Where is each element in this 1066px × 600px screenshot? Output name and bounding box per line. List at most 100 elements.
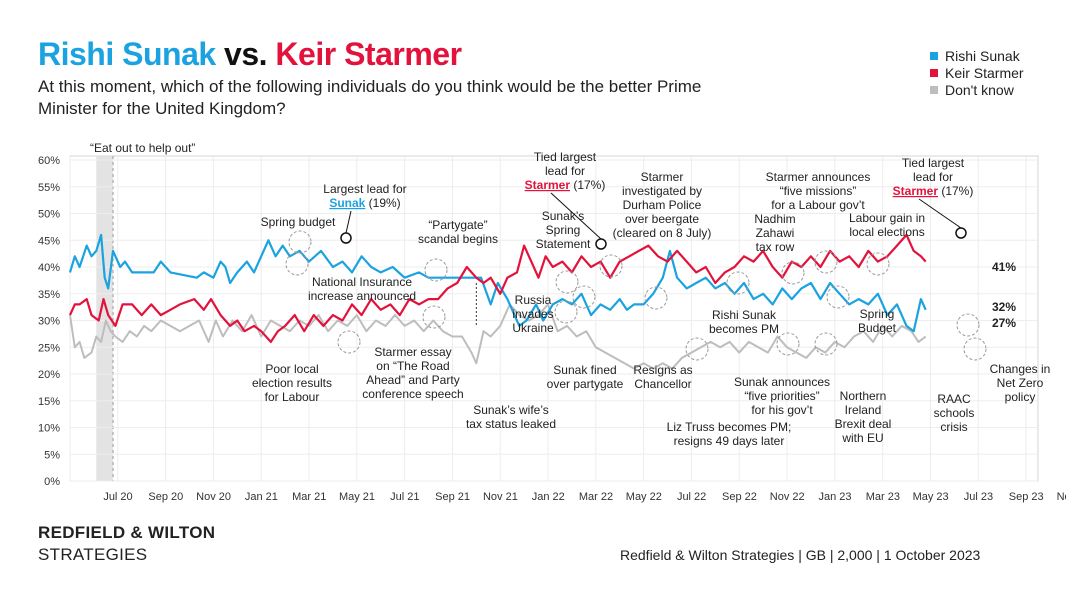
series-end-label: 41% (992, 260, 1016, 274)
annotation-leader (345, 210, 352, 234)
annotation-text: Ireland (845, 403, 882, 417)
annotation-emphasis-name: Starmer (893, 184, 939, 198)
y-tick-label: 35% (38, 289, 60, 301)
annotation-text: Rishi Sunak (712, 308, 777, 322)
annotation-text: “five missions” (780, 184, 857, 198)
annotation-marker (599, 254, 623, 278)
annotation-text: Spring (860, 307, 895, 321)
annotation-marker (814, 250, 838, 274)
title-vs: vs. (224, 36, 268, 72)
series-end-label: 32% (992, 300, 1016, 314)
annotation-marker (814, 332, 838, 356)
annotation-text: RAAC (937, 392, 971, 406)
annotation-text: Northern (840, 389, 887, 403)
y-tick-label: 30% (38, 316, 60, 328)
x-tick-label: Nov 23 (1057, 491, 1066, 503)
annotation-text: Spring budget (261, 215, 336, 229)
annotation-text: Starmer announces (766, 170, 871, 184)
source-note: Redfield & Wilton Strategies | GB | 2,00… (620, 547, 981, 563)
annotation-marker (337, 330, 361, 354)
annotation-text: becomes PM (709, 322, 779, 336)
x-tick-label: Nov 20 (196, 491, 231, 503)
annotation-text: Ukraine (512, 321, 554, 335)
annotation-text: Budget (858, 321, 897, 335)
annotation-emphasis-suffix: (17%) (570, 178, 605, 192)
shaded-period-label: “Eat out to help out” (90, 141, 195, 155)
x-tick-label: Sep 22 (722, 491, 757, 503)
annotation-text: for Labour (265, 390, 320, 404)
annotation-marker (644, 286, 668, 310)
x-tick-label: Sep 20 (148, 491, 183, 503)
y-tick-label: 0% (44, 476, 60, 488)
annotation-marker (285, 252, 309, 276)
annotation-text: Tied largest (534, 150, 597, 164)
legend-swatch-dontknow (930, 85, 938, 94)
x-tick-label: Jul 20 (103, 491, 132, 503)
annotation-text: tax status leaked (466, 417, 556, 431)
annotation-text: policy (1005, 390, 1036, 404)
annotation-text: (cleared on 8 July) (613, 226, 712, 240)
annotation-text: lead for (545, 164, 585, 178)
x-tick-label: Jan 22 (532, 491, 565, 503)
annotation-marker (554, 300, 578, 324)
annotation-text: tax row (756, 240, 795, 254)
y-tick-label: 5% (44, 449, 60, 461)
legend-label-dontknow: Don't know (945, 81, 1014, 98)
series-line-sunak (68, 233, 927, 333)
y-tick-label: 25% (38, 342, 60, 354)
annotation-text: lead for (913, 170, 953, 184)
legend-item-sunak: Rishi Sunak (930, 47, 1024, 64)
legend-label-starmer: Keir Starmer (945, 64, 1024, 81)
brand-line-1: REDFIELD & WILTON (38, 523, 216, 542)
annotation-marker (781, 261, 805, 285)
annotation-text: “Partygate” (428, 218, 487, 232)
annotation-text: crisis (940, 420, 967, 434)
series-line-dontknow (69, 303, 927, 370)
y-tick-label: 20% (38, 369, 60, 381)
annotation-text: investigated by (622, 184, 702, 198)
annotation-text: Nadhim (754, 212, 795, 226)
annotation-text: “five priorities” (744, 389, 819, 403)
annotation-text: scandal begins (418, 232, 498, 246)
annotation-text: on “The Road (376, 359, 449, 373)
annotation-marker (685, 337, 709, 361)
y-tick-label: 45% (38, 235, 60, 247)
annotation-emphasis-name: Sunak (329, 196, 365, 210)
annotation-text: Brexit deal (835, 417, 892, 431)
annotation-marker (866, 252, 890, 276)
annotation-marker (288, 230, 312, 254)
annotation-text: Sunak’s wife’s (473, 403, 549, 417)
x-tick-label: Mar 22 (579, 491, 613, 503)
annotation-leader (550, 192, 602, 240)
x-tick-label: Sep 21 (435, 491, 470, 503)
x-tick-label: May 23 (913, 491, 949, 503)
annotation-text: Starmer (641, 170, 684, 184)
chart-subtitle: At this moment, which of the following i… (38, 77, 702, 118)
annotation-text: Resigns as (633, 363, 692, 377)
x-tick-label: Jan 21 (245, 491, 278, 503)
annotation-text: Largest lead for (323, 182, 406, 196)
annotation-text: resigns 49 days later (674, 434, 785, 448)
annotation-leader (918, 198, 962, 229)
x-tick-label: Mar 21 (292, 491, 326, 503)
series-line-starmer (68, 233, 927, 343)
series-end-label: 27% (992, 316, 1016, 330)
legend-swatch-starmer (930, 68, 938, 77)
annotation-emphasis-suffix: (19%) (365, 196, 400, 210)
annotation-emphasis-name: Starmer (525, 178, 571, 192)
annotation-marker (963, 337, 987, 361)
annotation-text: Net Zero (997, 376, 1044, 390)
annotation-text: Ahead” and Party (366, 373, 459, 387)
annotation-text: increase announced (308, 289, 416, 303)
annotation-text: Sunak’s (542, 209, 584, 223)
annotation-text: Spring (546, 223, 581, 237)
annotation-marker (424, 258, 448, 282)
annotation-text: election results (252, 376, 332, 390)
x-tick-label: Jul 23 (964, 491, 993, 503)
annotation-text: Starmer essay (374, 345, 451, 359)
chart-title: Rishi Sunak vs. Keir Starmer (38, 36, 462, 73)
annotation-marker (572, 285, 596, 309)
x-tick-label: Mar 23 (866, 491, 900, 503)
y-tick-label: 10% (38, 423, 60, 435)
